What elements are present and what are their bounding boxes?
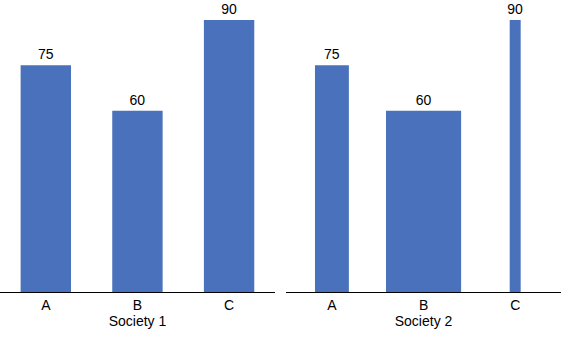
svg-text:Society 1: Society 1 — [109, 313, 167, 329]
svg-text:A: A — [327, 297, 337, 313]
svg-text:C: C — [510, 297, 520, 313]
svg-text:A: A — [41, 297, 51, 313]
svg-text:75: 75 — [324, 46, 340, 62]
svg-text:90: 90 — [221, 1, 237, 17]
svg-text:60: 60 — [416, 92, 432, 108]
svg-text:B: B — [419, 297, 428, 313]
svg-text:90: 90 — [507, 1, 523, 17]
svg-text:75: 75 — [38, 46, 54, 62]
svg-text:Society 2: Society 2 — [395, 313, 453, 329]
svg-text:B: B — [133, 297, 142, 313]
svg-text:60: 60 — [130, 92, 146, 108]
svg-text:C: C — [224, 297, 234, 313]
